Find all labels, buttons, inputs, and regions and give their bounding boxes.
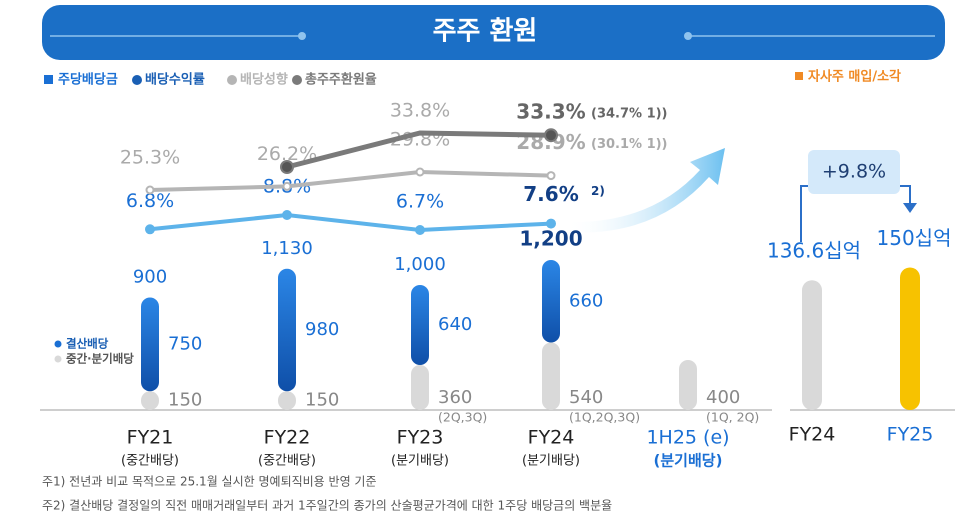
line-label: 6.7% [396, 191, 444, 213]
arrow-head [903, 203, 917, 213]
legend-marker [227, 75, 237, 85]
footnote: 주1) 전년과 비교 목적으로 25.1월 실시한 명예퇴직비용 반영 기준 [42, 475, 377, 489]
category-label: FY24 [528, 427, 575, 449]
bar-segment [278, 268, 296, 392]
line-label: 25.3% [120, 147, 180, 169]
line-label: 6.8% [126, 190, 174, 212]
line-point [415, 167, 425, 177]
segment-label: 640 [438, 314, 472, 335]
bar-segment [679, 360, 697, 410]
legend-marker [54, 355, 62, 363]
line-note: 2) [591, 184, 605, 198]
line-point [282, 181, 292, 191]
bar-segment [542, 342, 560, 410]
bar-segment [411, 285, 429, 365]
line-note: (30.1% 1)) [591, 137, 668, 152]
legend-marker [54, 340, 62, 348]
change-label: +9.8% [822, 161, 886, 183]
line-label: 7.6% [523, 182, 578, 206]
legend-label: 결산배당 [66, 337, 109, 351]
line [149, 212, 552, 233]
bar-segment [141, 297, 159, 392]
segment-note: (1Q, 2Q) [706, 410, 759, 425]
segment-label: 540 [569, 387, 603, 408]
bar-segment [278, 391, 296, 410]
segment-label: 980 [305, 319, 339, 340]
segment-label: 150 [168, 390, 202, 411]
line-point [546, 218, 556, 229]
line-label: 33.3% [516, 100, 585, 124]
line-label: 26.2% [257, 143, 317, 165]
legend-label: 총주주환원율 [305, 72, 377, 88]
value-label: 150십억 [877, 226, 952, 250]
segment-label: 660 [569, 290, 603, 311]
category-label: FY21 [127, 427, 174, 449]
segment-note: (2Q,3Q) [438, 410, 487, 425]
segment-label: 400 [706, 387, 740, 408]
total-label: 900 [133, 267, 167, 288]
category-label: FY23 [397, 427, 444, 449]
segment-note: (1Q,2Q,3Q) [569, 410, 640, 425]
value-label: 136.6십억 [767, 239, 861, 263]
line-point [415, 225, 425, 235]
line-point [546, 171, 556, 181]
bracket [800, 185, 808, 242]
category-note: (분기배당) [522, 454, 580, 469]
line-point [280, 160, 294, 174]
footnote: 주2) 결산배당 결정일의 직전 매매거래일부터 과거 1주일간의 종가의 산술… [42, 499, 612, 513]
legend-marker [132, 75, 142, 85]
bar-segment [141, 391, 159, 410]
segment-label: 360 [438, 387, 472, 408]
legend-label: 중간·분기배당 [66, 352, 134, 366]
trend-arrow [565, 148, 725, 233]
category-label: FY24 [789, 424, 836, 446]
category-note: (분기배당) [654, 452, 723, 470]
line-point [145, 224, 155, 235]
header-dot [684, 32, 692, 40]
change-box [808, 150, 900, 194]
legend-marker [44, 75, 53, 84]
line-label: 33.8% [390, 100, 450, 122]
bar [900, 267, 920, 410]
category-label: FY22 [264, 427, 311, 449]
total-label: 1,200 [519, 227, 582, 251]
line-note: (34.7% 1)) [591, 107, 668, 122]
line [149, 169, 552, 192]
legend-label: 배당수익률 [145, 72, 205, 88]
bar-segment [411, 365, 429, 410]
line-point [544, 128, 558, 143]
category-label: FY25 [887, 424, 934, 446]
legend-marker [292, 75, 302, 85]
chart-title: 자사주 매입/소각 [808, 69, 901, 85]
header-title: 주주 환원 [433, 17, 538, 47]
segment-label: 750 [168, 333, 202, 354]
header-dot [298, 32, 306, 40]
bar [802, 280, 822, 410]
line-point [282, 210, 292, 220]
total-label: 1,130 [261, 238, 313, 259]
line-point [145, 185, 155, 195]
legend-label: 배당성향 [240, 72, 288, 88]
bracket [900, 185, 911, 205]
bar-segment [542, 260, 560, 343]
header-band [42, 5, 945, 60]
line [286, 130, 552, 170]
category-label: 1H25 (e) [646, 427, 729, 449]
category-note: (중간배당) [258, 454, 316, 469]
category-note: (중간배당) [121, 454, 179, 469]
segment-label: 150 [305, 390, 339, 411]
category-note: (분기배당) [391, 454, 449, 469]
legend-label: 주당배당금 [58, 72, 118, 88]
total-label: 1,000 [394, 254, 446, 275]
legend-marker [795, 72, 803, 80]
